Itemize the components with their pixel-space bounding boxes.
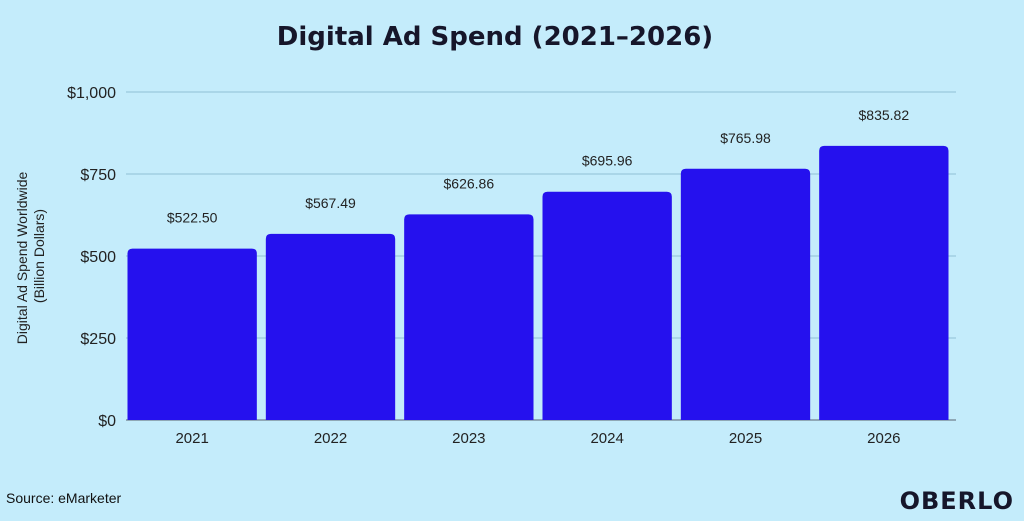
value-label-2026: $835.82 — [859, 107, 910, 123]
value-label-2022: $567.49 — [305, 195, 356, 211]
y-tick-label: $750 — [80, 167, 116, 184]
bar-2023 — [404, 214, 534, 420]
x-tick-label-2023: 2023 — [452, 430, 485, 447]
value-labels: $522.50 $567.49 $626.86 $695.96 $765.98 $835.… — [167, 107, 909, 226]
x-tick-label-2022: 2022 — [314, 430, 347, 447]
bar-2024 — [542, 191, 672, 420]
value-label-2025: $765.98 — [720, 130, 771, 146]
value-label-2024: $695.96 — [582, 153, 633, 169]
source-note: Source: eMarketer — [6, 490, 121, 506]
chart-title: Digital Ad Spend (2021–2026) — [277, 22, 713, 52]
grid-lines — [126, 91, 956, 421]
y-tick-label: $0 — [98, 413, 116, 430]
x-tick-label-2021: 2021 — [175, 430, 208, 447]
x-tick-label-2024: 2024 — [590, 430, 623, 447]
value-label-2023: $626.86 — [444, 175, 495, 191]
y-tick-label: $1,000 — [67, 85, 116, 102]
oberlo-logo[interactable]: OBERLO — [900, 487, 1014, 515]
y-tick-label: $500 — [80, 249, 116, 266]
x-tick-label-2025: 2025 — [729, 430, 762, 447]
value-label-2021: $522.50 — [167, 210, 218, 226]
bar-2021 — [127, 248, 257, 420]
bar-2026 — [819, 145, 949, 420]
y-tick-label: $250 — [80, 331, 116, 348]
x-axis-tick-labels: 2021 2022 2023 2024 2025 2026 — [175, 430, 900, 447]
bars — [127, 145, 949, 420]
y-axis-label-line-2: (Billion Dollars) — [31, 209, 47, 303]
y-axis-label: Digital Ad Spend Worldwide (Billion Doll… — [14, 168, 47, 344]
bar-2025 — [680, 168, 811, 420]
y-axis-tick-labels: $0 $250 $500 $750 $1,000 — [67, 85, 116, 430]
bar-2022 — [265, 233, 396, 420]
y-axis-label-line-1: Digital Ad Spend Worldwide — [14, 171, 30, 344]
x-tick-label-2026: 2026 — [867, 430, 900, 447]
